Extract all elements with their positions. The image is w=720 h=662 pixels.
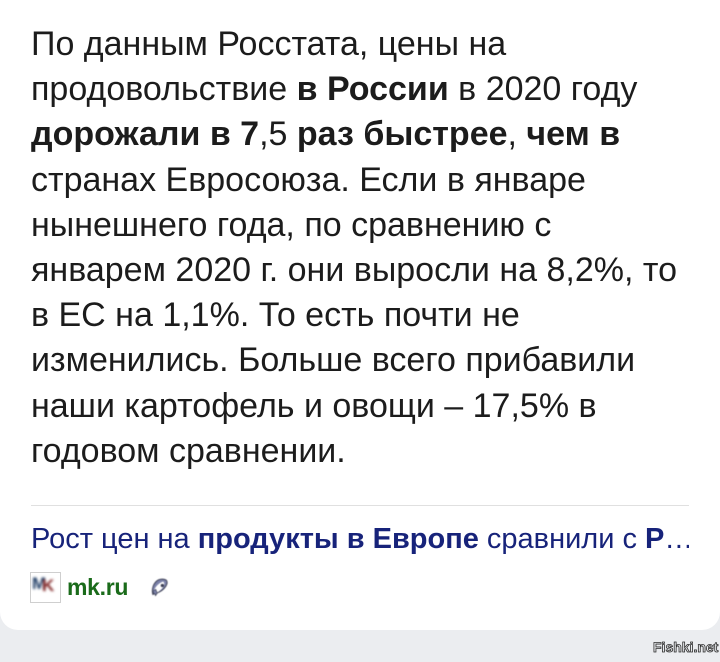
svg-text:Fishki.net: Fishki.net (653, 639, 719, 655)
